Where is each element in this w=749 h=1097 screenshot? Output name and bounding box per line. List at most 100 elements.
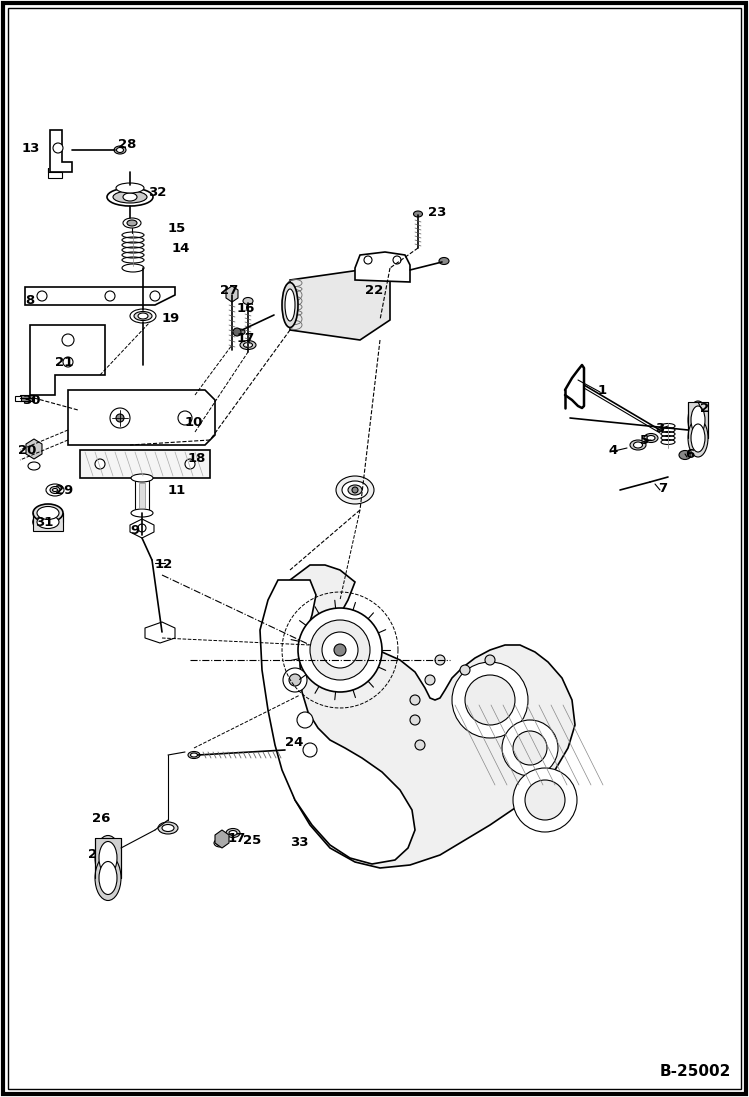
Ellipse shape xyxy=(188,751,200,758)
Text: 2: 2 xyxy=(700,402,709,415)
Text: 11: 11 xyxy=(168,484,187,497)
Text: 10: 10 xyxy=(185,417,204,430)
Ellipse shape xyxy=(99,841,117,874)
Ellipse shape xyxy=(131,474,153,482)
Ellipse shape xyxy=(127,220,137,226)
Ellipse shape xyxy=(46,484,64,496)
Circle shape xyxy=(485,655,495,665)
Text: 21: 21 xyxy=(55,355,73,369)
Ellipse shape xyxy=(688,402,708,439)
Ellipse shape xyxy=(285,289,295,321)
Circle shape xyxy=(303,743,317,757)
Polygon shape xyxy=(355,252,410,282)
Bar xyxy=(688,402,708,438)
Circle shape xyxy=(525,780,565,819)
Circle shape xyxy=(364,256,372,264)
Ellipse shape xyxy=(214,839,226,847)
Ellipse shape xyxy=(50,486,60,494)
Ellipse shape xyxy=(691,425,705,452)
Text: 23: 23 xyxy=(428,205,446,218)
Polygon shape xyxy=(215,830,229,848)
Text: 26: 26 xyxy=(92,812,110,825)
Ellipse shape xyxy=(117,147,124,152)
Ellipse shape xyxy=(123,193,137,201)
Ellipse shape xyxy=(107,188,153,206)
Polygon shape xyxy=(48,168,62,178)
Circle shape xyxy=(410,695,420,705)
Ellipse shape xyxy=(348,485,362,495)
Text: 7: 7 xyxy=(658,482,667,495)
Bar xyxy=(15,396,21,402)
Polygon shape xyxy=(26,439,42,459)
Ellipse shape xyxy=(336,476,374,504)
Polygon shape xyxy=(50,131,72,172)
Circle shape xyxy=(178,411,192,425)
Ellipse shape xyxy=(439,258,449,264)
Text: 20: 20 xyxy=(18,443,37,456)
Circle shape xyxy=(63,357,73,367)
Text: 5: 5 xyxy=(640,433,649,446)
Circle shape xyxy=(116,414,124,422)
Polygon shape xyxy=(30,325,105,395)
Circle shape xyxy=(393,256,401,264)
Ellipse shape xyxy=(138,313,148,319)
Polygon shape xyxy=(68,391,215,445)
Ellipse shape xyxy=(243,342,252,348)
Polygon shape xyxy=(25,287,175,305)
Polygon shape xyxy=(265,565,575,868)
Circle shape xyxy=(435,655,445,665)
Circle shape xyxy=(425,675,435,685)
Text: 4: 4 xyxy=(608,443,617,456)
Ellipse shape xyxy=(113,191,147,203)
Circle shape xyxy=(150,291,160,301)
Circle shape xyxy=(37,291,47,301)
Ellipse shape xyxy=(634,442,643,448)
Text: 9: 9 xyxy=(130,523,139,536)
Text: 27: 27 xyxy=(220,283,238,296)
Text: 30: 30 xyxy=(22,394,40,407)
Circle shape xyxy=(298,608,382,692)
Circle shape xyxy=(62,333,74,346)
Polygon shape xyxy=(226,286,238,302)
Text: 24: 24 xyxy=(285,736,303,749)
Ellipse shape xyxy=(158,822,178,834)
Circle shape xyxy=(289,674,301,686)
Ellipse shape xyxy=(162,825,174,832)
Ellipse shape xyxy=(691,406,705,434)
Ellipse shape xyxy=(679,451,691,460)
Ellipse shape xyxy=(190,753,198,757)
Circle shape xyxy=(513,768,577,832)
Ellipse shape xyxy=(37,516,59,529)
Circle shape xyxy=(460,665,470,675)
Circle shape xyxy=(502,720,558,776)
Ellipse shape xyxy=(130,309,156,323)
Ellipse shape xyxy=(95,836,121,881)
Circle shape xyxy=(105,291,115,301)
Ellipse shape xyxy=(123,218,141,228)
Ellipse shape xyxy=(647,436,655,441)
Text: 8: 8 xyxy=(25,294,34,306)
Ellipse shape xyxy=(243,297,253,305)
Text: 13: 13 xyxy=(22,142,40,155)
Ellipse shape xyxy=(235,329,245,335)
Text: 3: 3 xyxy=(655,421,664,434)
Ellipse shape xyxy=(216,840,223,846)
Text: 22: 22 xyxy=(365,283,383,296)
Text: B-25002: B-25002 xyxy=(660,1064,731,1079)
Circle shape xyxy=(465,675,515,725)
Bar xyxy=(33,513,63,531)
Circle shape xyxy=(95,459,105,470)
Ellipse shape xyxy=(226,828,240,837)
Ellipse shape xyxy=(282,283,298,328)
Polygon shape xyxy=(290,270,390,340)
Text: 25: 25 xyxy=(243,834,261,847)
Circle shape xyxy=(138,524,146,532)
Circle shape xyxy=(110,408,130,428)
Ellipse shape xyxy=(229,830,237,836)
Ellipse shape xyxy=(630,440,646,450)
Ellipse shape xyxy=(240,340,256,350)
Text: 32: 32 xyxy=(148,185,166,199)
Circle shape xyxy=(185,459,195,470)
Ellipse shape xyxy=(134,312,152,320)
Text: 31: 31 xyxy=(35,517,53,530)
